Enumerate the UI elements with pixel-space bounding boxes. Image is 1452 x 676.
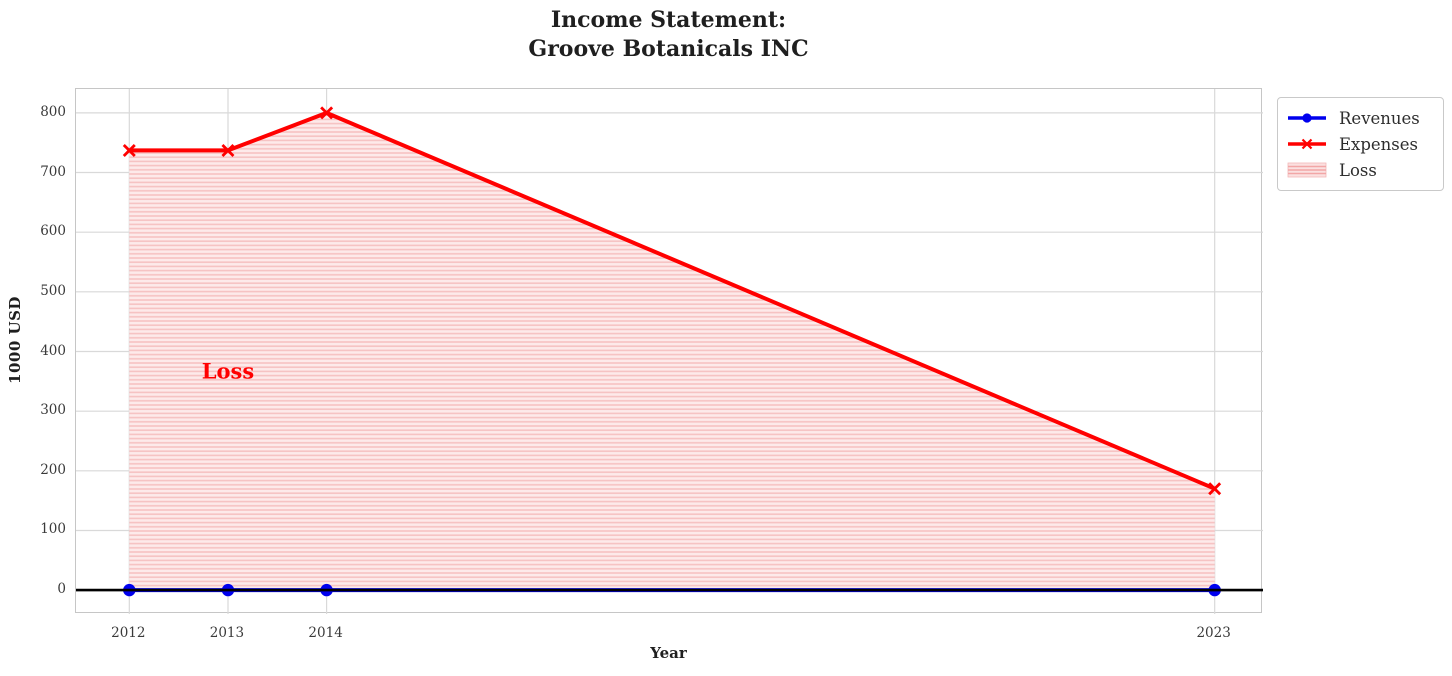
x-tick-label: 2014	[308, 625, 343, 641]
loss-annotation: Loss	[201, 358, 255, 384]
legend-label-loss: Loss	[1339, 160, 1377, 180]
y-tick-label: 0	[57, 581, 66, 598]
y-tick-label: 100	[40, 521, 66, 538]
x-tick-label: 2013	[209, 625, 245, 641]
legend-label-expenses: Expenses	[1339, 134, 1419, 154]
expenses-line-swatch-icon	[1287, 136, 1327, 152]
loss-patch-swatch-icon	[1287, 162, 1327, 178]
chart-title: Income Statement: Groove Botanicals INC	[75, 6, 1262, 64]
legend: Revenues Expenses Loss	[1277, 97, 1444, 191]
chart-title-line1: Income Statement:	[550, 7, 787, 33]
y-tick-label: 400	[40, 342, 66, 359]
legend-item-revenues: Revenues	[1287, 105, 1433, 131]
chart-title-line2: Groove Botanicals INC	[528, 36, 809, 62]
y-tick-label: 200	[40, 461, 66, 478]
plot-area: Loss	[75, 88, 1263, 614]
y-tick-label: 600	[40, 223, 66, 240]
x-axis-label: Year	[650, 644, 687, 662]
y-tick-label: 500	[40, 282, 66, 299]
y-tick-label: 800	[40, 103, 66, 120]
x-tick-label: 2012	[111, 625, 146, 641]
y-axis-label: 1000 USD	[6, 296, 24, 384]
revenues-line-swatch-icon	[1287, 110, 1327, 126]
y-tick-label: 300	[40, 402, 66, 419]
legend-label-revenues: Revenues	[1339, 108, 1420, 128]
plot-canvas	[76, 89, 1263, 614]
legend-item-loss: Loss	[1287, 157, 1433, 183]
legend-item-expenses: Expenses	[1287, 131, 1433, 157]
x-tick-label: 2023	[1196, 625, 1231, 641]
y-tick-label: 700	[40, 163, 66, 180]
